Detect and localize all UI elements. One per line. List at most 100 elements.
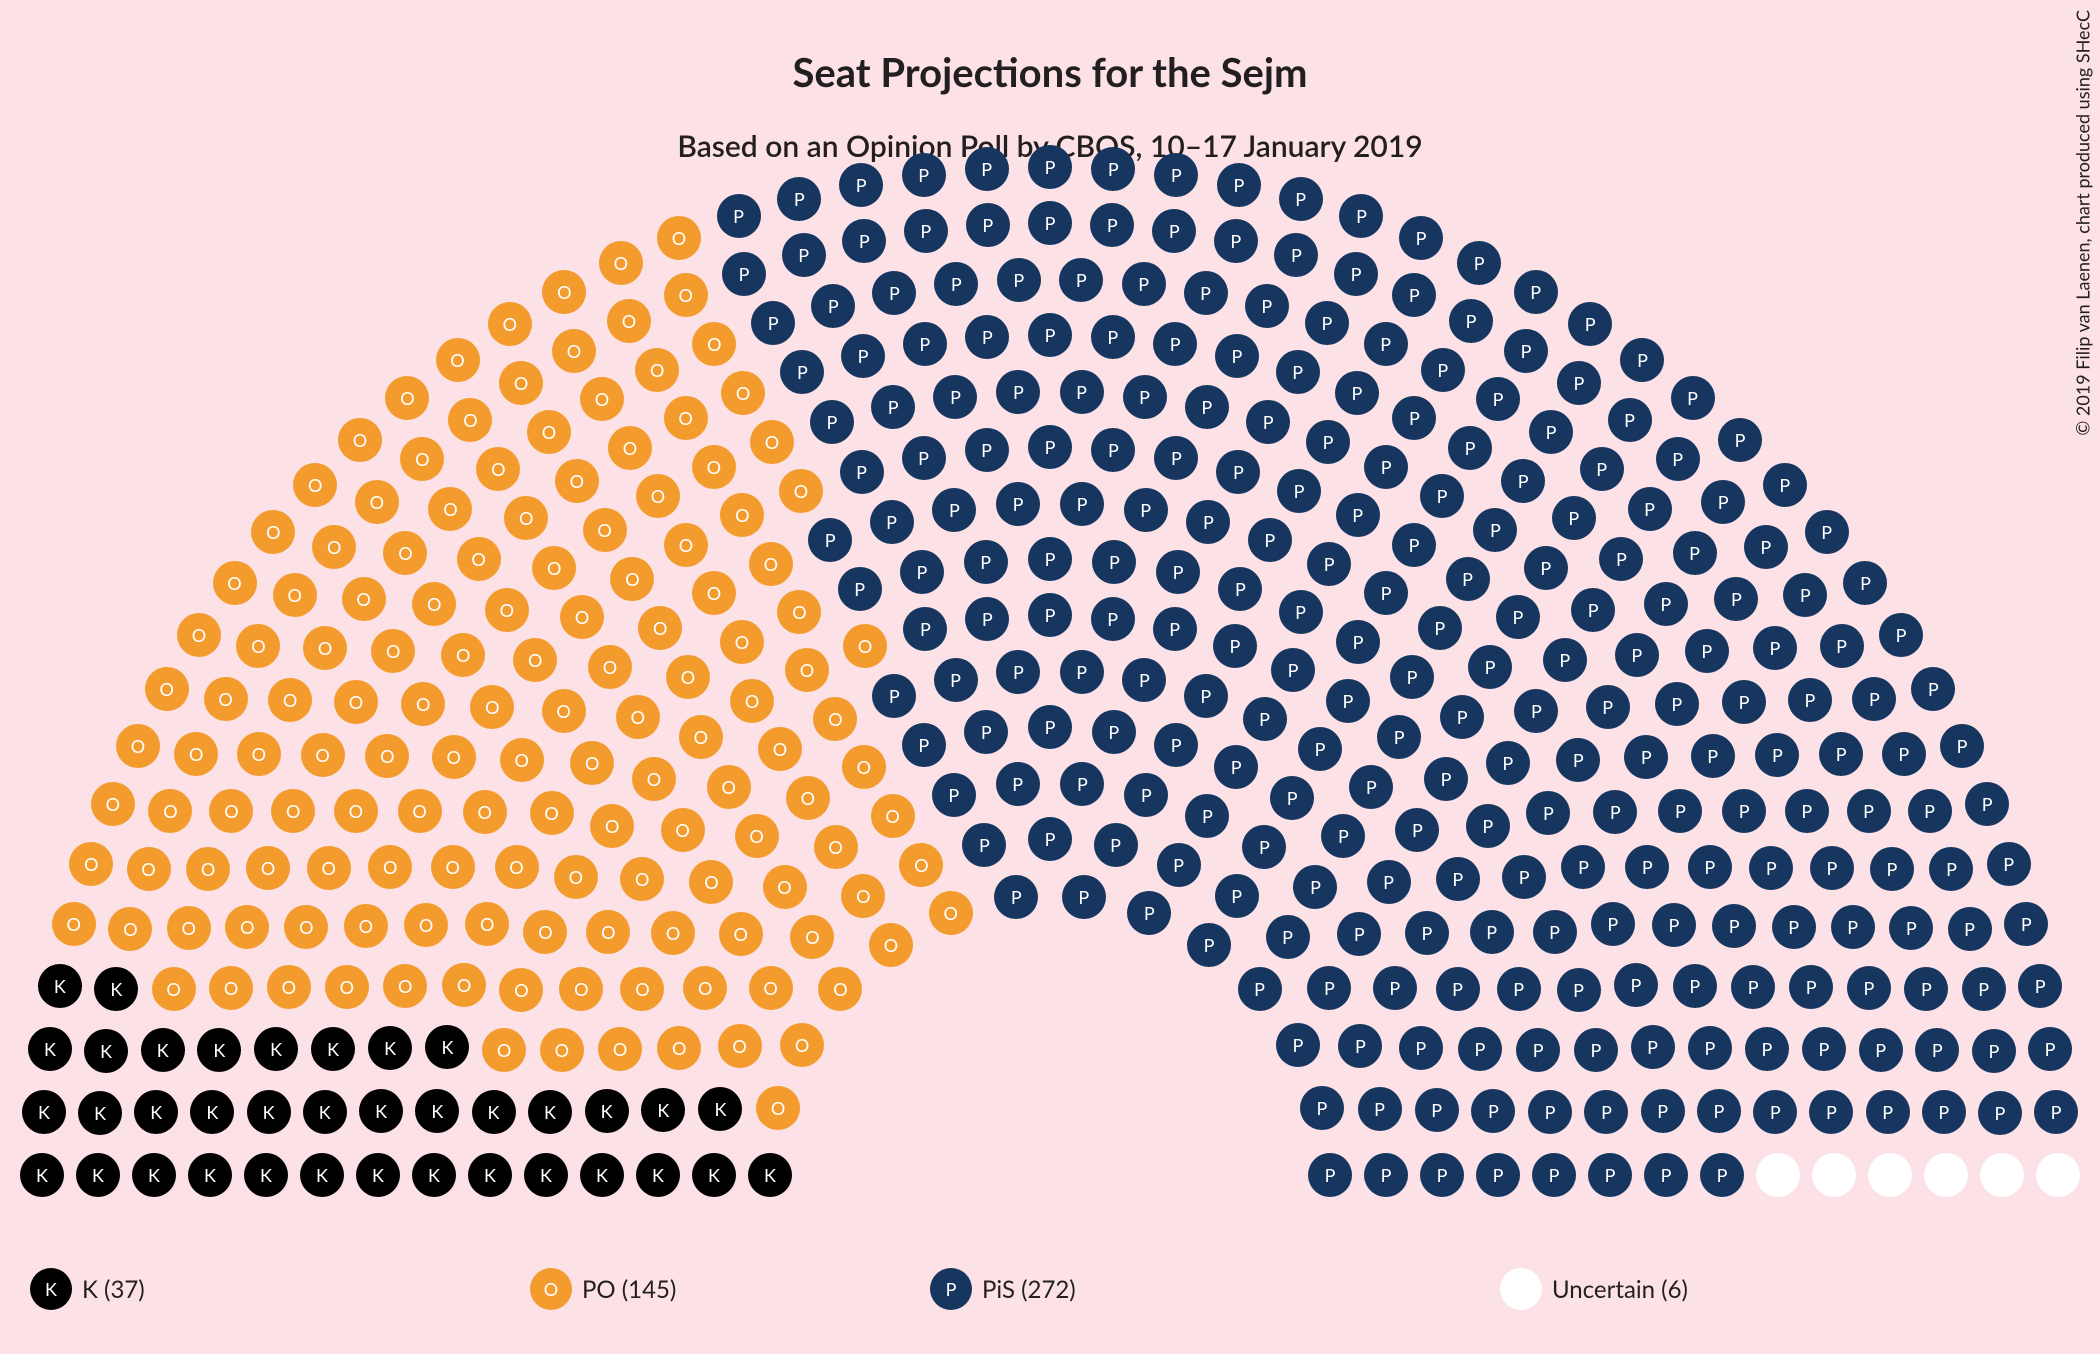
seat-PO: O [383, 964, 427, 1008]
seat-PiS: P [1060, 370, 1104, 414]
seat-U [1756, 1153, 1800, 1197]
seat-PiS: P [1276, 350, 1320, 394]
seat-PiS: P [1213, 624, 1257, 668]
seat-PiS: P [1091, 147, 1135, 191]
seat-PiS: P [1279, 590, 1323, 634]
seat-PiS: P [1466, 804, 1510, 848]
seat-PO: O [457, 537, 501, 581]
seat-PiS: P [996, 482, 1040, 526]
seat-PiS: P [1652, 903, 1696, 947]
seat-PO: O [749, 966, 793, 1010]
seat-PO: O [504, 496, 548, 540]
seat-PiS: P [1028, 593, 1072, 637]
seat-PiS: P [1763, 463, 1807, 507]
seat-PiS: P [1405, 911, 1449, 955]
seat-PiS: P [1712, 904, 1756, 948]
seat-PiS: P [1586, 685, 1630, 729]
seat-PiS: P [1745, 1027, 1789, 1071]
seat-PiS: P [1641, 1089, 1685, 1133]
seat-PiS: P [1298, 727, 1342, 771]
seat-PO: O [730, 679, 774, 723]
seat-PiS: P [1156, 550, 1200, 594]
seat-PiS: P [1217, 163, 1261, 207]
seat-PO: O [442, 963, 486, 1007]
seat-PO: O [145, 667, 189, 711]
seat-PO: O [664, 273, 708, 317]
seat-PiS: P [1248, 518, 1292, 562]
legend-label-U: Uncertain (6) [1552, 1275, 1688, 1304]
seat-PiS: P [1561, 845, 1605, 889]
seat-PO: O [608, 426, 652, 470]
seat-PiS: P [1246, 400, 1290, 444]
seat-PiS: P [965, 597, 1009, 641]
seat-PO: O [542, 270, 586, 314]
seat-PiS: P [810, 400, 854, 444]
seat-PiS: P [1614, 963, 1658, 1007]
seat-U [1868, 1153, 1912, 1197]
seat-PiS: P [966, 203, 1010, 247]
seat-PiS: P [1591, 902, 1635, 946]
seat-PiS: P [1060, 482, 1104, 526]
seat-PiS: P [1631, 1025, 1675, 1069]
seat-K: K [134, 1090, 178, 1134]
seat-PiS: P [1399, 1026, 1443, 1070]
seat-PiS: P [1060, 650, 1104, 694]
seat-PiS: P [1367, 860, 1411, 904]
seat-PiS: P [965, 315, 1009, 359]
seat-PiS: P [1714, 577, 1758, 621]
seat-PiS: P [1468, 645, 1512, 689]
seat-PO: O [586, 910, 630, 954]
seat-PiS: P [1358, 1087, 1402, 1131]
seat-PiS: P [1276, 1023, 1320, 1067]
seat-PO: O [368, 845, 412, 889]
seat-K: K [412, 1153, 456, 1197]
seat-PiS: P [1571, 588, 1615, 632]
seat-PO: O [818, 967, 862, 1011]
seat-PiS: P [1574, 1028, 1618, 1072]
seat-K: K [197, 1028, 241, 1072]
seat-PiS: P [1552, 496, 1596, 540]
seat-PiS: P [1392, 523, 1436, 567]
seat-PiS: P [1805, 510, 1849, 554]
seat-PO: O [301, 733, 345, 777]
seat-PiS: P [900, 550, 944, 594]
seat-PO: O [400, 437, 444, 481]
seat-PO: O [620, 857, 664, 901]
legend-item-U: Uncertain (6) [1500, 1268, 1688, 1310]
seat-K: K [247, 1090, 291, 1134]
seat-PiS: P [1588, 1153, 1632, 1197]
seat-PiS: P [1059, 258, 1103, 302]
seat-PO: O [721, 371, 765, 415]
seat-PiS: P [751, 301, 795, 345]
seat-PiS: P [1744, 525, 1788, 569]
seat-PO: O [213, 561, 257, 605]
seat-PO: O [560, 595, 604, 639]
seat-PO: O [91, 782, 135, 826]
seat-PiS: P [1940, 724, 1984, 768]
seat-PO: O [842, 745, 886, 789]
seat-PiS: P [1373, 966, 1417, 1010]
seat-PO: O [813, 697, 857, 741]
seat-PiS: P [1122, 262, 1166, 306]
seat-PO: O [52, 902, 96, 946]
seat-PiS: P [996, 650, 1040, 694]
seat-PiS: P [1028, 201, 1072, 245]
legend-label-PO: PO (145) [582, 1275, 676, 1304]
seat-K: K [254, 1027, 298, 1071]
seat-PiS: P [1157, 843, 1201, 887]
seat-PiS: P [1187, 923, 1231, 967]
seat-PiS: P [1852, 677, 1896, 721]
seat-PiS: P [1620, 338, 1664, 382]
seat-PO: O [312, 525, 356, 569]
seat-PiS: P [965, 147, 1009, 191]
seat-PO: O [271, 789, 315, 833]
seat-PiS: P [1911, 667, 1955, 711]
seat-PiS: P [1028, 817, 1072, 861]
seat-PiS: P [1847, 966, 1891, 1010]
seat-PO: O [814, 825, 858, 869]
chart-title: Seat Projections for the Sejm [0, 48, 2100, 96]
seat-PO: O [758, 727, 802, 771]
seat-PO: O [383, 531, 427, 575]
seat-PO: O [485, 588, 529, 632]
seat-PiS: P [1524, 546, 1568, 590]
